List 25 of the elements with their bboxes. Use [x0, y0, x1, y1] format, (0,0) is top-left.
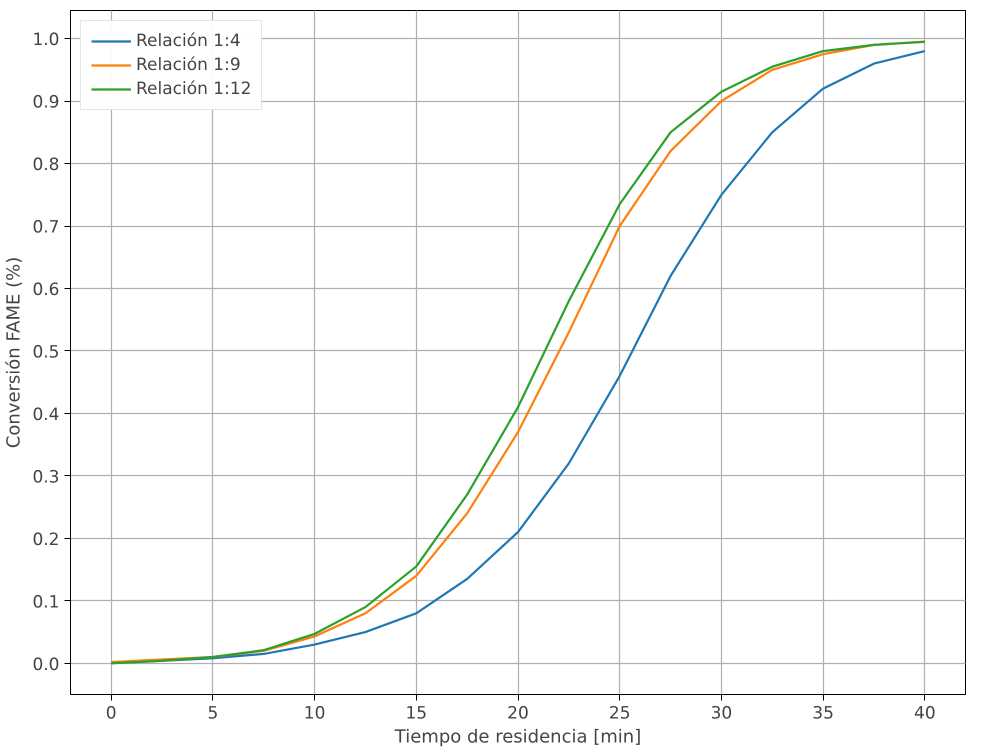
y-tick-label: 0.5 — [32, 342, 60, 362]
x-tick-label: 15 — [405, 704, 428, 724]
legend-label: Relación 1:4 — [136, 31, 241, 51]
y-tick-label: 1.0 — [32, 30, 60, 50]
y-tick-label: 0.9 — [32, 92, 60, 113]
y-tick-label: 0.2 — [32, 530, 60, 550]
x-tick-label: 10 — [304, 704, 326, 724]
legend-label: Relación 1:12 — [136, 79, 252, 99]
x-axis-title: Tiempo de residencia [min] — [394, 726, 642, 748]
x-tick-label: 20 — [507, 704, 529, 724]
x-tick-label: 0 — [106, 704, 117, 724]
y-tick-label: 0.6 — [32, 280, 60, 300]
y-axis-title: Conversión FAME (%) — [3, 256, 24, 448]
x-tick-label: 40 — [914, 704, 936, 724]
y-tick-label: 0.0 — [32, 654, 60, 675]
legend-label: Relación 1:9 — [136, 55, 241, 75]
y-tick-label: 0.7 — [32, 218, 60, 238]
y-tick-label: 0.4 — [32, 404, 60, 425]
y-tick-label: 0.8 — [32, 155, 60, 176]
y-tick-label: 0.1 — [32, 592, 60, 612]
x-tick-label: 25 — [608, 704, 631, 724]
x-tick-label: 5 — [207, 704, 218, 724]
y-tick-label: 0.3 — [32, 467, 60, 488]
x-tick-label: 35 — [812, 704, 834, 724]
x-tick-label: 30 — [710, 704, 732, 724]
